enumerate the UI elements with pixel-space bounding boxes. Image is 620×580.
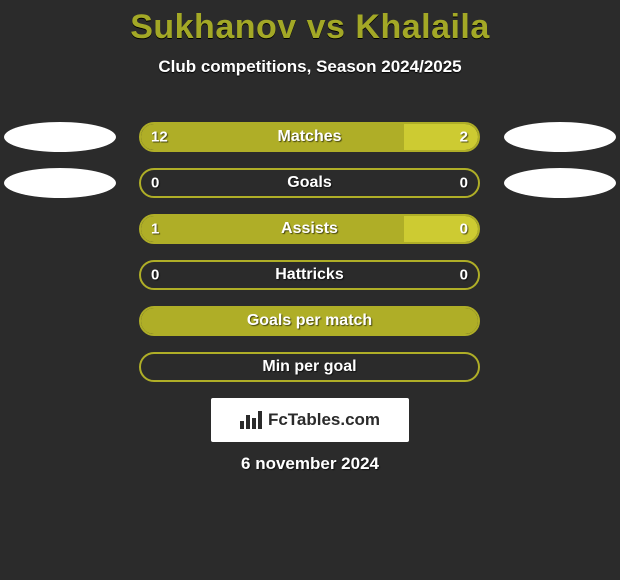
stat-bar: Goals per match (139, 306, 480, 336)
stat-bar: Assists 1 0 (139, 214, 480, 244)
comparison-chart: Matches122Goals00Assists10Hattricks00Goa… (0, 112, 620, 388)
stat-label: Hattricks (275, 266, 343, 284)
stat-bar: Goals 0 0 (139, 168, 480, 198)
stat-value-left: 12 (151, 129, 168, 146)
player-ellipse-right (504, 168, 616, 198)
stat-row: Assists 1 0 (0, 204, 620, 250)
stat-row: Goals per match (0, 296, 620, 342)
stat-label: Assists (281, 220, 338, 238)
stat-row: Min per goal (0, 342, 620, 388)
fctables-badge: FcTables.com (211, 398, 409, 442)
stat-bar: Min per goal (139, 352, 480, 382)
player-ellipse-right (504, 122, 616, 152)
stat-label: Matches (277, 128, 341, 146)
page-subtitle: Club competitions, Season 2024/2025 (0, 57, 620, 77)
stat-label: Goals per match (247, 312, 372, 330)
badge-text: FcTables.com (268, 410, 380, 430)
stat-value-left: 0 (151, 267, 159, 284)
stat-row: Matches 12 2 (0, 112, 620, 158)
stat-value-right: 0 (460, 267, 468, 284)
stat-value-left: 0 (151, 175, 159, 192)
bar-left-fill (141, 216, 404, 242)
stat-value-right: 0 (460, 221, 468, 238)
player-ellipse-left (4, 168, 116, 198)
stat-row: Hattricks 0 0 (0, 250, 620, 296)
stat-value-left: 1 (151, 221, 159, 238)
stat-value-right: 2 (460, 129, 468, 146)
stat-bar: Matches 12 2 (139, 122, 480, 152)
stat-label: Min per goal (262, 358, 356, 376)
player-ellipse-left (4, 122, 116, 152)
bars-icon (240, 411, 262, 429)
stat-value-right: 0 (460, 175, 468, 192)
stat-label: Goals (287, 174, 331, 192)
date-text: 6 november 2024 (0, 454, 620, 474)
stat-bar: Hattricks 0 0 (139, 260, 480, 290)
page-title: Sukhanov vs Khalaila (0, 0, 620, 47)
stat-row: Goals 0 0 (0, 158, 620, 204)
bar-left-fill (141, 124, 404, 150)
